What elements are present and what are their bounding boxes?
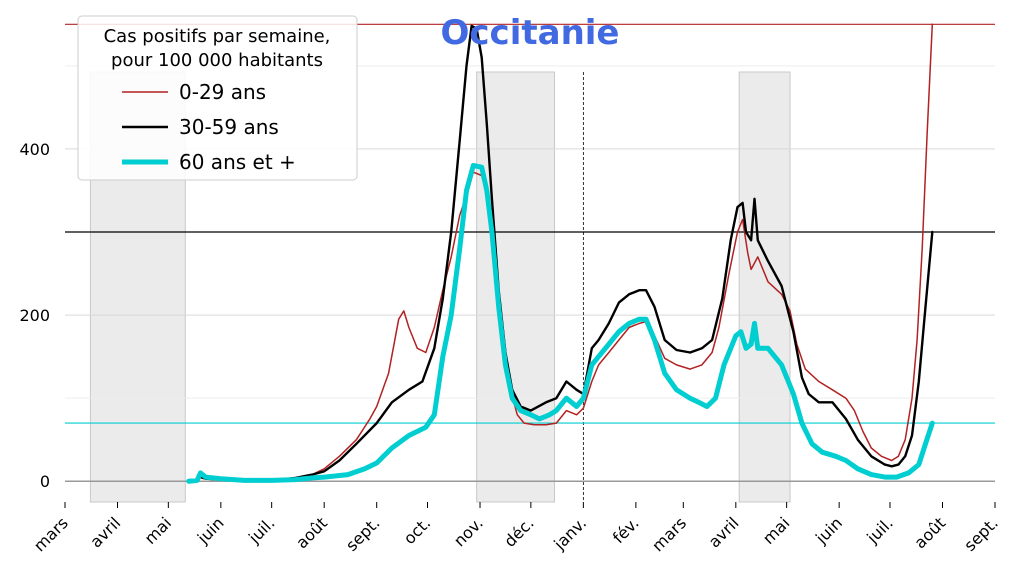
x-tick-label: avril (705, 513, 743, 551)
y-tick-label: 200 (19, 306, 50, 325)
legend-label-2: 30-59 ans (179, 115, 279, 139)
series-line-1 (187, 23, 934, 482)
legend-label-1: 0-29 ans (179, 80, 266, 104)
x-tick-label: fév. (609, 513, 643, 547)
x-tick-label: mai (141, 513, 176, 548)
x-tick-label: août (910, 513, 949, 552)
x-tick-label: déc. (500, 513, 537, 550)
x-tick-label: nov. (450, 513, 487, 550)
series-line-2 (187, 24, 934, 483)
series-line-3 (186, 163, 935, 484)
x-tick-label: oct. (400, 513, 435, 548)
series-layer (186, 23, 935, 484)
chart-title: Occitanie (441, 13, 620, 53)
x-tick-label: juil. (862, 513, 896, 547)
x-tick-label: mai (759, 513, 794, 548)
x-tick-label: juin (193, 513, 228, 548)
x-tick-label: mars (648, 513, 690, 555)
x-tick-label: sept. (342, 513, 384, 555)
x-tick-label: juil. (244, 513, 278, 547)
x-tick-label: mars (30, 513, 72, 555)
x-tick-label: août (292, 513, 331, 552)
x-tick-label: sept. (960, 513, 1002, 555)
legend-title-line2: pour 100 000 habitants (111, 50, 323, 71)
y-tick-label: 400 (19, 140, 50, 159)
x-tick-label: juin (811, 513, 846, 548)
legend-entries: 0-29 ans 30-59 ans 60 ans et + (122, 80, 296, 174)
x-tick-label: janv. (549, 513, 590, 554)
legend: Cas positifs par semaine, pour 100 000 h… (77, 15, 358, 181)
shaded-period-2 (476, 71, 556, 503)
legend-label-3: 60 ans et + (179, 150, 296, 174)
legend-frame (77, 15, 358, 181)
x-tick-label: avril (86, 513, 124, 551)
legend-title-line1: Cas positifs par semaine, (104, 26, 331, 47)
y-tick-label: 0 (40, 472, 50, 491)
